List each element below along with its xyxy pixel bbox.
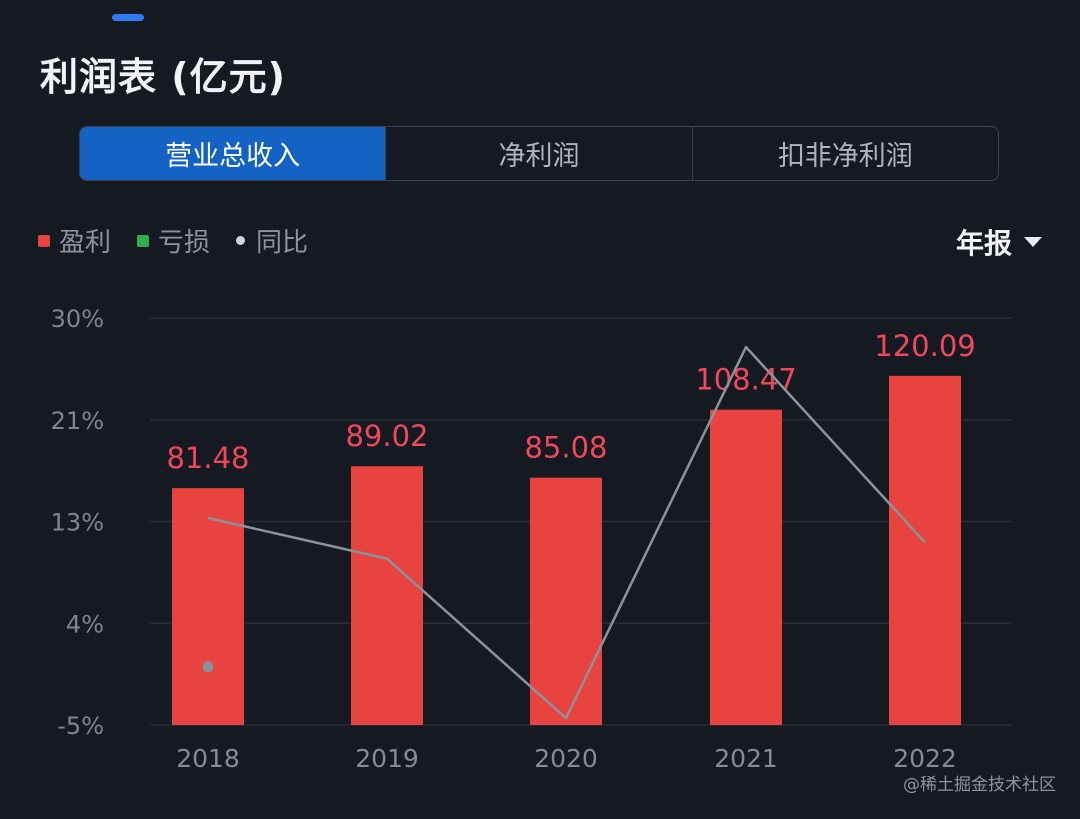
tab-deducted-net-profit[interactable]: 扣非净利润 bbox=[777, 141, 913, 172]
bar bbox=[172, 488, 244, 725]
bar bbox=[351, 466, 423, 725]
top-indicator bbox=[112, 14, 144, 21]
profit-swatch-icon bbox=[38, 234, 50, 247]
period-selector[interactable]: 年报 bbox=[956, 222, 1042, 262]
y-tick-label: 30% bbox=[51, 305, 104, 333]
bar-value-label: 89.02 bbox=[345, 419, 428, 453]
yoy-point bbox=[202, 661, 214, 673]
y-tick-label: 13% bbox=[51, 509, 104, 537]
tab-net-profit[interactable]: 净利润 bbox=[386, 127, 693, 180]
yoy-dot-icon bbox=[236, 236, 246, 245]
caret-down-icon bbox=[1024, 237, 1042, 247]
legend-item-yoy[interactable]: 同比 bbox=[236, 222, 308, 259]
tab-total-revenue[interactable]: 营业总收入 bbox=[80, 127, 387, 180]
legend-loss-label: 亏损 bbox=[158, 228, 211, 258]
chart-legend: 盈利 亏损 同比 bbox=[38, 222, 334, 259]
bar-value-label: 120.09 bbox=[874, 329, 975, 363]
page-title: 利润表 (亿元) bbox=[40, 55, 286, 99]
bar-value-label: 108.47 bbox=[695, 363, 796, 397]
bar bbox=[710, 409, 782, 725]
legend-yoy-label: 同比 bbox=[256, 228, 309, 258]
legend-item-loss[interactable]: 亏损 bbox=[137, 222, 210, 259]
x-tick-label: 2020 bbox=[534, 744, 598, 773]
legend-profit-label: 盈利 bbox=[59, 228, 112, 258]
y-tick-label: -5% bbox=[57, 712, 104, 740]
x-tick-label: 2021 bbox=[714, 744, 778, 773]
loss-swatch-icon bbox=[137, 234, 150, 247]
bar bbox=[530, 477, 602, 725]
yoy-line bbox=[207, 345, 926, 720]
x-tick-label: 2019 bbox=[355, 744, 419, 773]
bar bbox=[889, 375, 961, 725]
y-tick-label: 21% bbox=[51, 407, 104, 435]
x-tick-label: 2022 bbox=[893, 744, 957, 773]
y-tick-label: 4% bbox=[66, 610, 104, 638]
metric-tabs: 营业总收入 净利润 扣非净利润 bbox=[79, 126, 999, 181]
bar-value-label: 81.48 bbox=[166, 441, 249, 475]
period-label: 年报 bbox=[955, 227, 1012, 260]
watermark: @稀土掘金技术社区 bbox=[903, 775, 1056, 795]
legend-item-profit[interactable]: 盈利 bbox=[38, 222, 111, 259]
bar-value-label: 85.08 bbox=[524, 431, 607, 465]
x-tick-label: 2018 bbox=[176, 744, 240, 773]
